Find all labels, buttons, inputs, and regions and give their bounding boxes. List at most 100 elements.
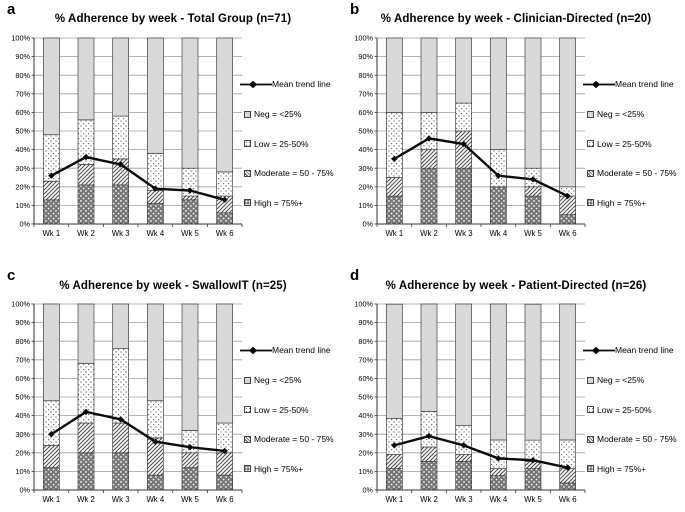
legend-item-trend: Mean trend line: [240, 80, 342, 89]
svg-text:80%: 80%: [358, 71, 373, 80]
bar-segment-low: [216, 171, 234, 197]
svg-text:20%: 20%: [358, 182, 373, 191]
chart-panel-b: b % Adherence by week - Clinician-Direct…: [343, 0, 685, 256]
svg-text:50%: 50%: [15, 127, 30, 136]
bar-segment-high: [216, 212, 234, 225]
svg-text:30%: 30%: [15, 164, 30, 173]
bar-segment-moderate: [385, 453, 403, 469]
legend-item-neg: Neg = <25%: [587, 376, 685, 385]
svg-text:Wk 5: Wk 5: [524, 495, 542, 504]
svg-text:Wk 2: Wk 2: [420, 229, 438, 238]
svg-text:80%: 80%: [358, 337, 373, 346]
legend-label-moderate: Moderate = 50 - 75%: [254, 434, 334, 444]
svg-text:50%: 50%: [358, 393, 373, 402]
svg-text:30%: 30%: [358, 164, 373, 173]
svg-text:Wk 2: Wk 2: [77, 495, 95, 504]
moderate-pattern-swatch-icon: [587, 435, 594, 443]
bar-segment-neg: [112, 303, 130, 349]
bar-segment-neg: [524, 303, 542, 441]
svg-text:0%: 0%: [362, 486, 373, 495]
legend-label-high: High = 75%+: [597, 463, 647, 474]
chart-title-c: % Adherence by week - SwallowIT (n=25): [59, 280, 287, 292]
svg-text:80%: 80%: [15, 337, 30, 346]
chart-panel-c: c % Adherence by week - SwallowIT (n=25)…: [0, 256, 343, 512]
trend-line-marker-icon: [583, 80, 615, 89]
bar-segment-neg: [181, 37, 199, 169]
legend-item-moderate: Moderate = 50 - 75%: [244, 435, 342, 444]
legend-item-high: High = 75%+: [244, 463, 342, 474]
legend-label-low: Low = 25-50%: [254, 404, 309, 415]
svg-text:Wk 6: Wk 6: [216, 229, 234, 238]
gridlines: [34, 303, 242, 472]
mean-trend-line: [391, 432, 571, 471]
bar-segment-neg: [420, 303, 438, 412]
trend-point-marker: [529, 457, 537, 464]
trend-point-marker: [82, 408, 90, 416]
svg-text:Wk 3: Wk 3: [112, 495, 130, 504]
stacked-bar-plot-b: 0%10%20%30%40%50%60%70%80%90%100%Wk 1 Wk …: [354, 34, 586, 238]
legend-label-low: Low = 25-50%: [597, 404, 652, 415]
bar-segment-high: [455, 167, 473, 225]
svg-text:70%: 70%: [358, 355, 373, 364]
trend-point-marker: [117, 416, 124, 423]
trend-point-marker: [186, 187, 194, 194]
svg-text:Wk 1: Wk 1: [42, 495, 60, 504]
trend-point-marker: [460, 140, 467, 148]
x-axis: Wk 1 Wk 2 Wk 3 Wk 4 Wk 5 Wk 6: [376, 38, 586, 238]
trend-point-marker: [152, 185, 159, 192]
trend-point-marker: [48, 431, 55, 438]
chart-legend-d: Mean trend line Neg = <25% Low = 25-50% Mod…: [583, 346, 685, 474]
svg-text:40%: 40%: [358, 145, 373, 154]
trend-point-marker: [529, 176, 537, 183]
trend-point-marker: [391, 155, 398, 163]
stacked-bars: [385, 37, 577, 225]
trend-point-marker: [425, 432, 433, 440]
y-axis: 0% 10% 20% 30% 40% 50% 60% 70% 80% 90% 100%: [354, 300, 377, 495]
stacked-bar-plot-d: 0%10%20%30%40%50%60%70%80%90%100%Wk 1 Wk …: [354, 300, 586, 504]
bar-segment-high: [420, 461, 438, 491]
svg-text:60%: 60%: [15, 374, 30, 383]
bar-segment-high: [524, 195, 542, 225]
bar-segment-neg: [112, 37, 130, 117]
bar-segment-moderate: [489, 468, 507, 477]
bar-segment-moderate: [42, 445, 60, 469]
x-axis: Wk 1 Wk 2 Wk 3 Wk 4 Wk 5 Wk 6: [376, 304, 586, 504]
legend-label-moderate: Moderate = 50 - 75%: [597, 434, 677, 444]
svg-text:Wk 5: Wk 5: [181, 495, 199, 504]
stacked-bars: [42, 303, 234, 491]
trend-point-marker: [425, 135, 433, 142]
bar-segment-neg: [489, 303, 507, 441]
neg-pattern-swatch-icon: [244, 376, 251, 384]
svg-text:100%: 100%: [354, 300, 373, 309]
low-pattern-swatch-icon: [587, 140, 594, 148]
trend-point-marker: [152, 438, 159, 445]
bar-segment-neg: [77, 303, 95, 364]
legend-item-low: Low = 25-50%: [587, 404, 685, 415]
legend-label-high: High = 75%+: [254, 463, 304, 474]
svg-text:10%: 10%: [358, 467, 373, 476]
svg-text:70%: 70%: [15, 89, 30, 98]
svg-text:90%: 90%: [358, 318, 373, 327]
bar-segment-neg: [216, 37, 234, 173]
trend-point-marker: [221, 447, 228, 455]
bar-segment-low: [42, 400, 60, 446]
bar-segment-low: [455, 102, 473, 132]
bar-segment-high: [385, 195, 403, 225]
svg-text:Wk 6: Wk 6: [559, 229, 577, 238]
stacked-bar-plot-a: 0%10%20%30%40%50%60%70%80%90%100%Wk 1 Wk …: [11, 34, 243, 238]
low-pattern-swatch-icon: [244, 406, 251, 414]
trend-point-marker: [495, 455, 502, 462]
legend-label-moderate: Moderate = 50 - 75%: [254, 168, 334, 178]
bar-segment-high: [216, 474, 234, 491]
svg-text:Wk 1: Wk 1: [385, 495, 403, 504]
bar-segment-neg: [385, 37, 403, 113]
legend-item-trend: Mean trend line: [240, 346, 342, 355]
legend-label-moderate: Moderate = 50 - 75%: [597, 168, 677, 178]
moderate-pattern-swatch-icon: [244, 435, 251, 443]
svg-text:70%: 70%: [15, 355, 30, 364]
bar-segment-moderate: [455, 453, 473, 462]
chart-title-d: % Adherence by week - Patient-Directed (…: [385, 280, 647, 292]
bar-segment-low: [489, 149, 507, 188]
bar-segment-neg: [455, 303, 473, 426]
svg-text:0%: 0%: [362, 220, 373, 229]
